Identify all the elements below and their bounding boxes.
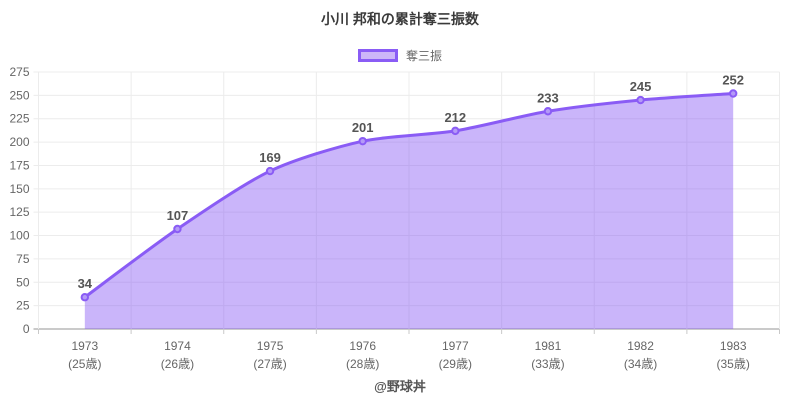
x-tick-age-label: (25歳) <box>68 357 101 371</box>
data-point[interactable] <box>265 166 275 176</box>
data-point[interactable] <box>358 136 367 146</box>
x-tick-year-label: 1976 <box>349 339 376 353</box>
x-tick-year-label: 1974 <box>164 339 191 353</box>
x-tick-year-label: 1982 <box>627 339 654 353</box>
data-point[interactable] <box>543 107 553 116</box>
data-point-label: 107 <box>167 208 189 223</box>
x-tick-age-label: (29歳) <box>439 357 472 371</box>
y-tick-label: 250 <box>9 88 29 102</box>
x-tick-year-label: 1981 <box>535 339 562 353</box>
data-point[interactable] <box>728 89 738 98</box>
x-tick-year-label: 1983 <box>720 339 747 353</box>
x-tick-year-label: 1975 <box>257 339 284 353</box>
x-tick-age-label: (26歳) <box>161 357 194 371</box>
data-point-label: 252 <box>722 72 744 87</box>
x-tick-year-label: 1973 <box>71 339 98 353</box>
legend-label[interactable]: 奪三振 <box>405 49 442 63</box>
x-tick-age-label: (27歳) <box>253 357 286 371</box>
data-point-label: 34 <box>78 276 93 291</box>
y-tick-label: 275 <box>9 65 29 79</box>
data-point-label: 233 <box>537 90 559 105</box>
y-tick-label: 225 <box>9 112 29 126</box>
y-tick-label: 100 <box>9 229 29 243</box>
data-point[interactable] <box>451 126 460 136</box>
x-tick-age-label: (34歳) <box>624 357 657 371</box>
y-tick-label: 175 <box>9 158 29 172</box>
y-tick-label: 150 <box>9 182 29 196</box>
y-tick-label: 0 <box>23 322 30 336</box>
watermark-credit: @野球丼 <box>374 379 426 394</box>
data-point-label: 212 <box>444 110 466 125</box>
data-point[interactable] <box>80 293 90 302</box>
x-tick-age-label: (33歳) <box>531 357 564 371</box>
data-point[interactable] <box>173 224 182 234</box>
legend-swatch-icon[interactable] <box>357 49 398 62</box>
y-tick-label: 25 <box>16 299 30 313</box>
y-tick-label: 75 <box>16 252 30 266</box>
x-tick-year-label: 1977 <box>442 339 469 353</box>
y-tick-label: 125 <box>9 205 29 219</box>
chart-title: 小川 邦和の累計奪三振数 <box>321 11 479 27</box>
legend: 奪三振 <box>0 47 800 64</box>
x-tick-age-label: (28歳) <box>346 357 379 371</box>
y-tick-label: 50 <box>16 275 30 289</box>
y-tick-label: 200 <box>9 135 29 149</box>
data-point-label: 201 <box>352 120 374 135</box>
data-point[interactable] <box>636 95 645 105</box>
series-area-fill <box>84 93 734 330</box>
data-point-label: 169 <box>259 150 281 165</box>
x-tick-age-label: (35歳) <box>717 357 750 371</box>
data-point-label: 245 <box>630 79 652 94</box>
